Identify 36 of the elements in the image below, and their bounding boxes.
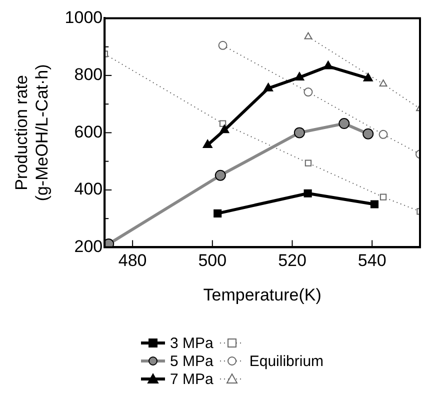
- y-tick-label: 400: [74, 180, 103, 199]
- point: [220, 124, 230, 134]
- point: [304, 189, 312, 198]
- point: [380, 194, 387, 200]
- point: [379, 80, 388, 87]
- point: [363, 72, 373, 82]
- point: [362, 128, 374, 140]
- point: [219, 120, 226, 127]
- x-tick-label: 520: [278, 251, 306, 270]
- point: [304, 160, 312, 166]
- y-tick-label: 200: [74, 236, 103, 256]
- y-tick-label: 800: [74, 65, 103, 84]
- y-tick-label: 600: [74, 122, 103, 142]
- legend-label: Equilibrium: [249, 352, 324, 370]
- x-tick-label: 500: [198, 251, 227, 270]
- point: [338, 118, 350, 130]
- point: [370, 200, 379, 208]
- point: [294, 127, 305, 138]
- legend-label: 7 MPa: [170, 370, 214, 388]
- point: [214, 170, 226, 181]
- point: [378, 130, 388, 139]
- x-tick-label: 540: [358, 251, 386, 270]
- point: [323, 60, 334, 70]
- point: [263, 82, 274, 92]
- x-tick-label: 480: [118, 251, 147, 270]
- point: [202, 140, 212, 148]
- point: [294, 72, 304, 80]
- point: [218, 40, 228, 50]
- y-tick-label: 1000: [64, 8, 103, 27]
- legend-label: 3 MPa: [170, 334, 214, 352]
- legend-label: 5 MPa: [170, 352, 214, 370]
- point: [214, 209, 222, 218]
- point: [304, 32, 312, 40]
- point: [304, 88, 313, 97]
- x-axis-title: Temperature(K): [203, 285, 322, 304]
- y-axis-title: Production rate (g-MeOH/L-Cat·h): [12, 64, 52, 202]
